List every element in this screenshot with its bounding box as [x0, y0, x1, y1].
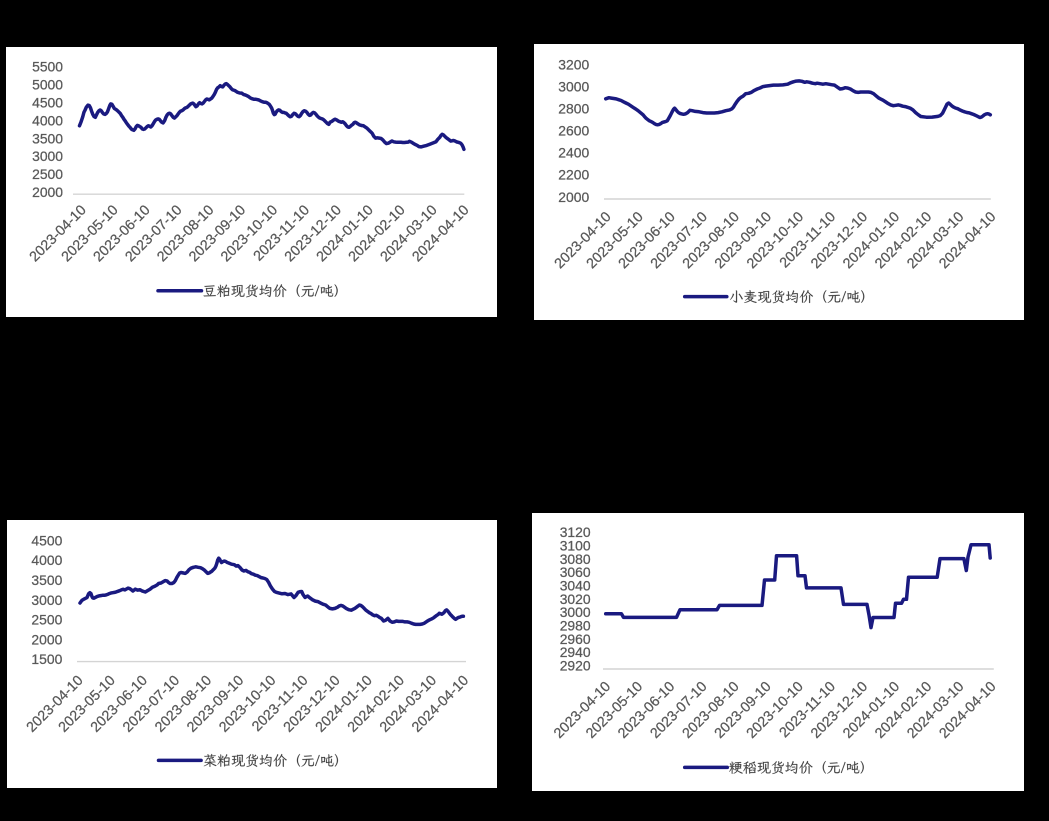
svg-text:2800: 2800: [558, 101, 589, 117]
svg-text:4500: 4500: [31, 532, 62, 548]
svg-text:4000: 4000: [32, 112, 63, 128]
svg-text:3100: 3100: [560, 538, 591, 554]
svg-text:2500: 2500: [32, 166, 63, 182]
svg-text:3000: 3000: [560, 604, 591, 620]
svg-text:2980: 2980: [560, 618, 591, 634]
svg-text:3000: 3000: [32, 148, 63, 164]
svg-text:3000: 3000: [558, 79, 589, 95]
svg-text:1500: 1500: [31, 651, 62, 667]
svg-text:2920: 2920: [560, 658, 591, 674]
svg-text:2200: 2200: [558, 167, 589, 183]
svg-text:3060: 3060: [560, 564, 591, 580]
svg-text:2600: 2600: [558, 123, 589, 139]
svg-text:3500: 3500: [32, 130, 63, 146]
svg-text:2960: 2960: [560, 631, 591, 647]
svg-text:3000: 3000: [31, 592, 62, 608]
svg-text:2000: 2000: [32, 184, 63, 200]
svg-text:3120: 3120: [560, 524, 591, 540]
svg-text:3080: 3080: [560, 551, 591, 567]
svg-text:3040: 3040: [560, 578, 591, 594]
svg-text:5000: 5000: [32, 77, 63, 93]
svg-text:3200: 3200: [558, 57, 589, 73]
svg-text:2000: 2000: [31, 631, 62, 647]
svg-text:5500: 5500: [32, 59, 63, 75]
svg-text:2500: 2500: [31, 612, 62, 628]
svg-text:4500: 4500: [32, 95, 63, 111]
svg-text:2940: 2940: [560, 644, 591, 660]
svg-text:3500: 3500: [31, 572, 62, 588]
svg-text:2400: 2400: [558, 145, 589, 161]
svg-text:2000: 2000: [558, 189, 589, 205]
svg-text:4000: 4000: [31, 552, 62, 568]
svg-text:3020: 3020: [560, 591, 591, 607]
